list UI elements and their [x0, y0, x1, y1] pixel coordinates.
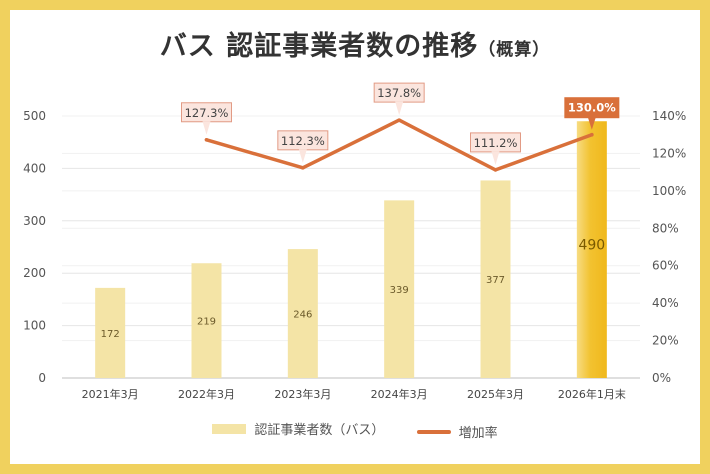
callout-pointer: [298, 149, 307, 163]
line-value-label: 112.3%: [281, 134, 325, 148]
y-right-tick-label: 100%: [652, 184, 686, 198]
bar-value-label: 339: [390, 285, 409, 296]
bar: [95, 287, 126, 378]
legend-label-bars: 認証事業者数（バス）: [254, 423, 385, 438]
bar: [287, 249, 318, 378]
x-tick-label: 2026年1月末: [558, 387, 626, 401]
y-left-tick-label: 200: [23, 266, 46, 280]
y-left-tick-label: 0: [38, 371, 46, 385]
line-point: [204, 137, 209, 142]
line-increase-rate: [204, 118, 594, 172]
bar-value-label: 377: [486, 275, 505, 286]
line-value-label: 111.2%: [474, 136, 518, 150]
callout-pointer: [491, 151, 500, 165]
legend-swatch-line: [416, 429, 451, 434]
line-point: [493, 168, 498, 172]
bar: [480, 180, 511, 378]
bar: [576, 121, 607, 379]
x-tick-label: 2024年3月: [371, 387, 428, 401]
legend-item-line: 増加率: [416, 422, 498, 441]
chart-title-note: （概算）: [478, 40, 551, 60]
callout-pointer: [587, 117, 596, 130]
y-left-tick-label: 400: [23, 161, 46, 175]
line-value-label: 137.8%: [377, 86, 421, 100]
legend-item-bars: 認証事業者数（バス）: [212, 419, 384, 438]
bar-value-label: 246: [293, 310, 312, 321]
chart-legend: 認証事業者数（バス） 増加率: [0, 419, 710, 441]
y-left-tick-label: 300: [23, 214, 46, 228]
x-tick-label: 2022年3月: [178, 387, 235, 401]
x-tick-label: 2025年3月: [467, 387, 524, 401]
bar-value-label: 490: [578, 237, 605, 253]
line-point: [590, 132, 594, 137]
bar: [191, 263, 222, 378]
chart-title: バス 認証事業者数の推移（概算）: [0, 24, 710, 63]
line-point: [301, 166, 305, 170]
y-right-tick-label: 60%: [652, 259, 679, 273]
line-value-label: 130.0%: [568, 101, 616, 115]
legend-swatch-bar: [212, 423, 247, 434]
y-right-tick-label: 20%: [652, 334, 679, 348]
y-right-tick-label: 120%: [652, 146, 686, 160]
legend-label-line: 増加率: [458, 426, 498, 441]
bar: [384, 200, 415, 378]
y-right-tick-label: 140%: [652, 109, 686, 123]
x-tick-label: 2021年3月: [82, 387, 139, 401]
x-tick-label: 2023年3月: [274, 387, 331, 401]
line-point: [397, 118, 401, 122]
y-right-tick-label: 0%: [652, 371, 671, 385]
y-right-tick-label: 40%: [652, 296, 679, 310]
bar-value-label: 219: [197, 317, 216, 328]
bar-value-label: 172: [101, 329, 120, 340]
line-value-label: 127.3%: [185, 106, 229, 120]
callout-pointer: [202, 121, 211, 135]
callout-pointer: [395, 101, 404, 116]
y-left-tick-label: 100: [23, 319, 46, 333]
chart-title-text: バス 認証事業者数の推移: [159, 31, 479, 62]
y-left-tick-label: 500: [23, 109, 46, 123]
y-right-tick-label: 80%: [652, 221, 679, 235]
